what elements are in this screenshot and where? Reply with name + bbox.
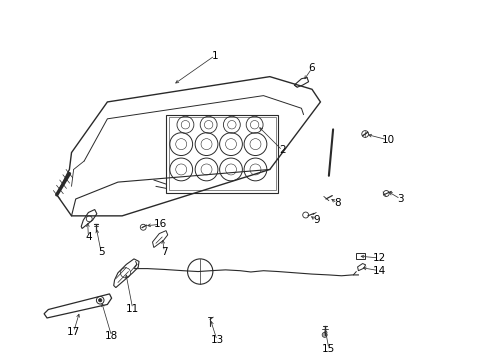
Text: 11: 11: [126, 304, 139, 314]
Text: 15: 15: [322, 344, 335, 354]
Text: 5: 5: [98, 247, 104, 257]
Text: 4: 4: [85, 232, 92, 242]
Bar: [355, 253, 365, 259]
Text: 2: 2: [279, 145, 285, 156]
Text: 1: 1: [211, 50, 218, 60]
Text: 8: 8: [333, 198, 340, 208]
Text: 7: 7: [161, 247, 167, 257]
Text: 13: 13: [210, 335, 223, 345]
Text: 14: 14: [372, 266, 386, 276]
Text: 6: 6: [308, 63, 315, 73]
Circle shape: [98, 298, 102, 302]
Text: 12: 12: [372, 253, 386, 263]
Bar: [169, 117, 275, 190]
Text: 10: 10: [381, 135, 394, 145]
Text: 9: 9: [312, 215, 319, 225]
Text: 18: 18: [105, 331, 118, 341]
Circle shape: [322, 332, 326, 337]
Text: 17: 17: [67, 327, 80, 337]
Text: 3: 3: [396, 194, 403, 204]
Bar: [166, 114, 278, 193]
Text: 16: 16: [153, 219, 166, 229]
